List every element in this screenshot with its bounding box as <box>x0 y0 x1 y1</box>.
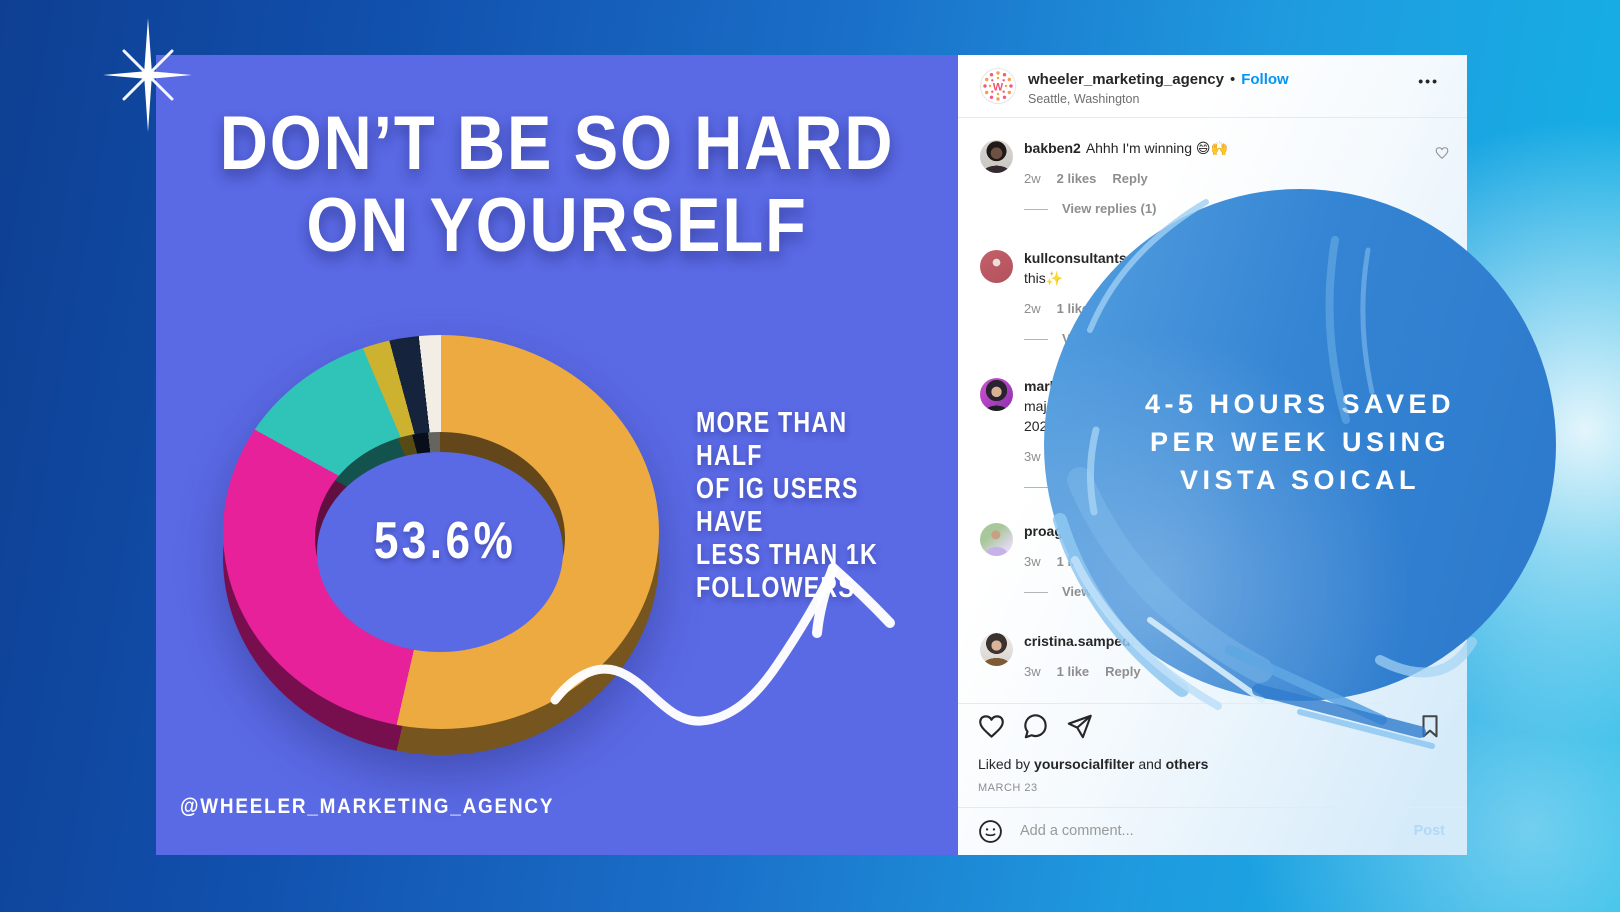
brush-circle-overlay: 4-5 HOURS SAVED PER WEEK USING VISTA SOI… <box>1044 189 1556 701</box>
post-date: MARCH 23 <box>978 782 1038 794</box>
liked-by-line: Liked by yoursocialfilter and others <box>978 756 1209 772</box>
donut-center-label: 53.6% <box>373 512 517 570</box>
comment-time: 3w <box>1024 554 1041 569</box>
donut-hole <box>317 452 563 652</box>
post-location[interactable]: Seattle, Washington <box>1028 92 1140 106</box>
replies-dash <box>1024 339 1048 341</box>
reply-button[interactable]: Reply <box>1105 664 1141 679</box>
separator-dot: • <box>1229 71 1236 88</box>
replies-dash <box>1024 487 1048 489</box>
comment-input[interactable]: Add a comment... <box>1020 823 1134 839</box>
actions-divider <box>958 703 1467 704</box>
like-comment-icon[interactable] <box>1435 146 1449 160</box>
avatar[interactable] <box>980 250 1013 283</box>
post-button[interactable]: Post <box>1413 823 1445 839</box>
profile-username[interactable]: wheeler_marketing_agency <box>1028 71 1224 88</box>
account-handle: @WHEELER_MARKETING_AGENCY <box>180 795 555 818</box>
comment-username[interactable]: bakben2 <box>1024 140 1081 156</box>
reply-button[interactable]: Reply <box>1112 171 1148 186</box>
post-image-panel: DON’T BE SO HARD ON YOURSELF 53.6% MORE … <box>156 55 958 855</box>
profile-avatar[interactable]: W <box>980 68 1016 104</box>
share-icon[interactable] <box>1066 713 1093 740</box>
svg-text:W: W <box>993 82 1004 94</box>
post-title-line2: ON YOURSELF <box>306 183 808 268</box>
bookmark-icon[interactable] <box>1417 713 1443 739</box>
wheeler-logo-icon: W <box>983 71 1013 101</box>
comment-time: 2w <box>1024 171 1041 186</box>
comment-box-divider <box>958 807 1467 808</box>
comment-text-line2: this✨ <box>1024 270 1064 286</box>
header-divider <box>958 117 1467 118</box>
comment-text: Ahhh I'm winning 😄🙌 <box>1085 140 1228 156</box>
comment-time: 3w <box>1024 664 1041 679</box>
avatar[interactable] <box>980 633 1013 666</box>
avatar[interactable] <box>980 378 1013 411</box>
comment-likes[interactable]: 1 like <box>1056 664 1090 679</box>
replies-dash <box>1024 592 1048 594</box>
post-title: DON’T BE SO HARD ON YOURSELF <box>204 103 910 267</box>
post-title-line1: DON’T BE SO HARD <box>219 101 895 186</box>
avatar[interactable] <box>980 140 1013 173</box>
comment-likes[interactable]: 2 likes <box>1056 171 1097 186</box>
donut-chart <box>223 335 659 755</box>
liked-by-others[interactable]: others <box>1165 756 1209 772</box>
comment-time: 2w <box>1024 301 1041 316</box>
comment-username[interactable]: kullconsultants <box>1024 250 1127 266</box>
comment-time: 3w <box>1024 449 1041 464</box>
more-options-icon[interactable]: ••• <box>1418 73 1439 89</box>
sparkle-icon <box>103 18 192 132</box>
replies-dash <box>1024 209 1048 211</box>
overlay-caption: 4-5 HOURS SAVED PER WEEK USING VISTA SOI… <box>1144 389 1456 495</box>
emoji-icon[interactable] <box>978 819 1003 844</box>
comment-icon[interactable] <box>1022 713 1049 740</box>
like-icon[interactable] <box>978 713 1005 740</box>
follow-button[interactable]: Follow <box>1241 71 1289 88</box>
avatar[interactable] <box>980 523 1013 556</box>
hand-drawn-arrow <box>550 563 895 726</box>
liked-by-user[interactable]: yoursocialfilter <box>1034 756 1135 772</box>
